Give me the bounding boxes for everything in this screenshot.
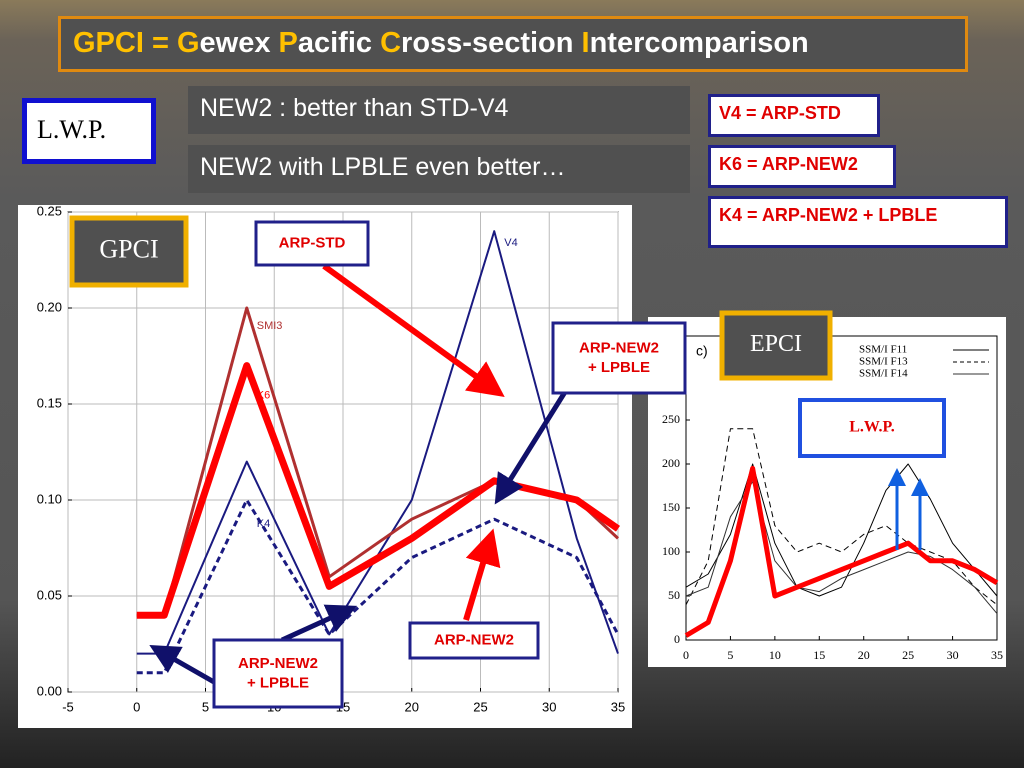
x-tick-label: 30 [947,648,959,662]
y-tick-label: 0.20 [37,299,62,314]
annotation-box [212,638,344,709]
x-tick-label: 35 [611,699,625,714]
series-line [136,498,620,675]
series-line [685,463,998,597]
series-line [136,362,621,619]
annotation: L.W.P. [849,419,895,436]
definition: K6 = ARP-NEW2 [708,145,896,188]
slide-title: GPCI = Gewex Pacific Cross-section Inter… [58,16,968,72]
title-part: acific [297,27,381,59]
y-tick-label: 100 [662,544,680,558]
series-line [136,230,619,655]
lwp-box: L.W.P. [22,98,156,164]
series-line [684,465,999,638]
plot-frame [685,335,998,641]
x-tick-label: 20 [858,648,870,662]
legend-label: SSM/I F11 [859,344,907,356]
series-label: K6 [257,390,270,402]
series-label: V4 [504,237,517,249]
annotation-box [551,321,687,395]
y-tick-label: 0.05 [37,587,62,602]
title-part: P [278,27,298,59]
x-tick-label: 25 [473,699,487,714]
y-tick-label: 0.00 [37,683,62,698]
y-tick-label: 0.15 [37,395,62,410]
title-part: ross-section [401,27,582,59]
note: NEW2 with LPBLE even better… [188,145,690,193]
series-line [685,428,998,606]
y-tick-label: 200 [662,456,680,470]
annotation: c) [696,343,708,359]
x-tick-label: 0 [133,699,140,714]
x-tick-label: 30 [542,699,556,714]
annotation: ARP-NEW2 + LPBLE [238,655,318,692]
definition: K4 = ARP-NEW2 + LPBLE [708,196,1008,248]
title-part: ewex [199,27,279,59]
legend-label: SSM/I F13 [859,356,908,368]
legend-label: SSM/I F14 [859,368,908,380]
annotation-box [254,220,370,267]
y-tick-label: 0 [674,632,680,646]
x-tick-label: 15 [813,648,825,662]
annotation-box [719,310,833,381]
definition: V4 = ARP-STD [708,94,880,137]
y-tick-label: 0.25 [37,203,62,218]
x-tick-label: 35 [991,648,1003,662]
series-line [685,481,998,614]
series-label: SMI3 [257,320,283,332]
annotation: ARP-NEW2 + LPBLE [579,339,659,376]
x-tick-label: 5 [727,648,733,662]
note: NEW2 : better than STD-V4 [188,86,690,134]
x-tick-label: -5 [62,699,74,714]
x-tick-label: 0 [683,648,689,662]
title-part: I [581,27,590,59]
y-tick-label: 150 [662,500,680,514]
x-tick-label: 10 [769,648,781,662]
annotation: GPCI [99,234,158,263]
title-part: G [176,27,200,59]
y-tick-label: 250 [662,412,680,426]
annotation: ARP-STD [279,234,346,251]
annotation: ARP-NEW2 [434,631,514,648]
x-tick-label: 25 [902,648,914,662]
y-tick-label: 0.10 [37,491,62,506]
annotation-box [798,398,946,458]
x-tick-label: 20 [405,699,419,714]
y-tick-label: 50 [668,588,680,602]
annotation-box [408,621,540,660]
arrows [149,263,929,685]
series-label: K4 [257,518,270,530]
x-tick-label: 5 [202,699,209,714]
title-part: C [380,27,402,59]
title-part: GPCI = [73,27,177,59]
annotation: EPCI [750,331,802,357]
title-part: ntercomparison [589,27,809,59]
annotation-box [69,215,189,288]
